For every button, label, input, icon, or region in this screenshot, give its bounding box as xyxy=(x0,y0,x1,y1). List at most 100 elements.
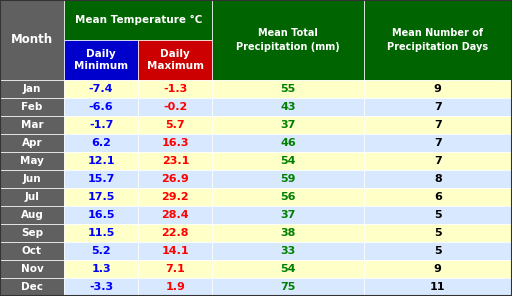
Text: -1.3: -1.3 xyxy=(163,84,187,94)
Text: 22.8: 22.8 xyxy=(162,228,189,238)
Bar xyxy=(0,116,64,134)
Bar xyxy=(64,116,138,134)
Bar xyxy=(138,224,212,242)
Bar xyxy=(364,80,512,98)
Bar xyxy=(0,224,64,242)
Bar xyxy=(364,152,512,170)
Bar xyxy=(138,206,212,224)
Bar xyxy=(64,188,138,206)
Text: 5.2: 5.2 xyxy=(91,246,111,256)
Bar xyxy=(212,206,364,224)
Bar xyxy=(64,98,138,116)
Bar xyxy=(212,98,364,116)
Text: -3.3: -3.3 xyxy=(89,282,113,292)
Bar xyxy=(364,98,512,116)
Text: 7.1: 7.1 xyxy=(165,264,185,274)
Text: Dec: Dec xyxy=(21,282,43,292)
Bar xyxy=(364,242,512,260)
Bar xyxy=(212,134,364,152)
Bar xyxy=(138,260,212,278)
Text: Daily
Minimum: Daily Minimum xyxy=(74,49,128,71)
Text: Jun: Jun xyxy=(23,174,41,184)
Text: 8: 8 xyxy=(434,174,442,184)
Text: -0.2: -0.2 xyxy=(163,102,187,112)
Bar xyxy=(364,278,512,296)
Bar xyxy=(364,134,512,152)
Text: 56: 56 xyxy=(280,192,296,202)
Bar xyxy=(138,242,212,260)
Text: Aug: Aug xyxy=(20,210,44,220)
Bar xyxy=(0,260,64,278)
Text: 28.4: 28.4 xyxy=(162,210,189,220)
Bar xyxy=(212,188,364,206)
Bar xyxy=(138,278,212,296)
Bar xyxy=(364,260,512,278)
Bar xyxy=(138,152,212,170)
Bar xyxy=(64,40,138,80)
Text: 7: 7 xyxy=(434,102,442,112)
Text: -6.6: -6.6 xyxy=(89,102,114,112)
Bar xyxy=(0,134,64,152)
Text: 23.1: 23.1 xyxy=(162,156,189,166)
Bar xyxy=(0,278,64,296)
Bar xyxy=(64,224,138,242)
Bar xyxy=(212,0,364,80)
Bar xyxy=(64,260,138,278)
Bar xyxy=(0,188,64,206)
Bar xyxy=(0,98,64,116)
Text: 29.2: 29.2 xyxy=(162,192,189,202)
Bar xyxy=(364,206,512,224)
Text: 6.2: 6.2 xyxy=(91,138,111,148)
Text: 16.5: 16.5 xyxy=(88,210,115,220)
Bar xyxy=(212,278,364,296)
Bar xyxy=(212,242,364,260)
Bar xyxy=(138,40,212,80)
Text: Feb: Feb xyxy=(22,102,42,112)
Text: 9: 9 xyxy=(434,264,442,274)
Bar xyxy=(212,170,364,188)
Text: -1.7: -1.7 xyxy=(89,120,113,130)
Text: 46: 46 xyxy=(280,138,296,148)
Bar xyxy=(364,116,512,134)
Bar xyxy=(138,116,212,134)
Text: 7: 7 xyxy=(434,138,442,148)
Text: 7: 7 xyxy=(434,120,442,130)
Bar xyxy=(138,80,212,98)
Bar xyxy=(212,260,364,278)
Text: Apr: Apr xyxy=(22,138,42,148)
Bar xyxy=(364,170,512,188)
Text: 15.7: 15.7 xyxy=(88,174,115,184)
Text: 16.3: 16.3 xyxy=(162,138,189,148)
Bar xyxy=(0,0,64,80)
Text: 1.9: 1.9 xyxy=(165,282,185,292)
Bar xyxy=(64,242,138,260)
Text: 7: 7 xyxy=(434,156,442,166)
Bar xyxy=(364,224,512,242)
Bar xyxy=(64,170,138,188)
Text: 11.5: 11.5 xyxy=(88,228,115,238)
Text: 75: 75 xyxy=(280,282,296,292)
Text: 37: 37 xyxy=(280,120,296,130)
Bar xyxy=(64,80,138,98)
Text: 1.3: 1.3 xyxy=(91,264,111,274)
Text: 12.1: 12.1 xyxy=(88,156,115,166)
Text: 11: 11 xyxy=(430,282,445,292)
Text: 38: 38 xyxy=(280,228,296,238)
Text: 5: 5 xyxy=(434,246,441,256)
Text: Mean Total
Precipitation (mm): Mean Total Precipitation (mm) xyxy=(236,28,340,52)
Text: 14.1: 14.1 xyxy=(162,246,189,256)
Bar xyxy=(0,80,64,98)
Bar xyxy=(138,188,212,206)
Text: 54: 54 xyxy=(280,264,296,274)
Text: 17.5: 17.5 xyxy=(88,192,115,202)
Bar xyxy=(212,116,364,134)
Text: Jan: Jan xyxy=(23,84,41,94)
Bar xyxy=(138,98,212,116)
Text: Sep: Sep xyxy=(21,228,43,238)
Text: 9: 9 xyxy=(434,84,442,94)
Text: Mean Temperature °C: Mean Temperature °C xyxy=(75,15,202,25)
Text: 37: 37 xyxy=(280,210,296,220)
Text: 59: 59 xyxy=(280,174,296,184)
Text: Daily
Maximum: Daily Maximum xyxy=(147,49,204,71)
Text: 54: 54 xyxy=(280,156,296,166)
